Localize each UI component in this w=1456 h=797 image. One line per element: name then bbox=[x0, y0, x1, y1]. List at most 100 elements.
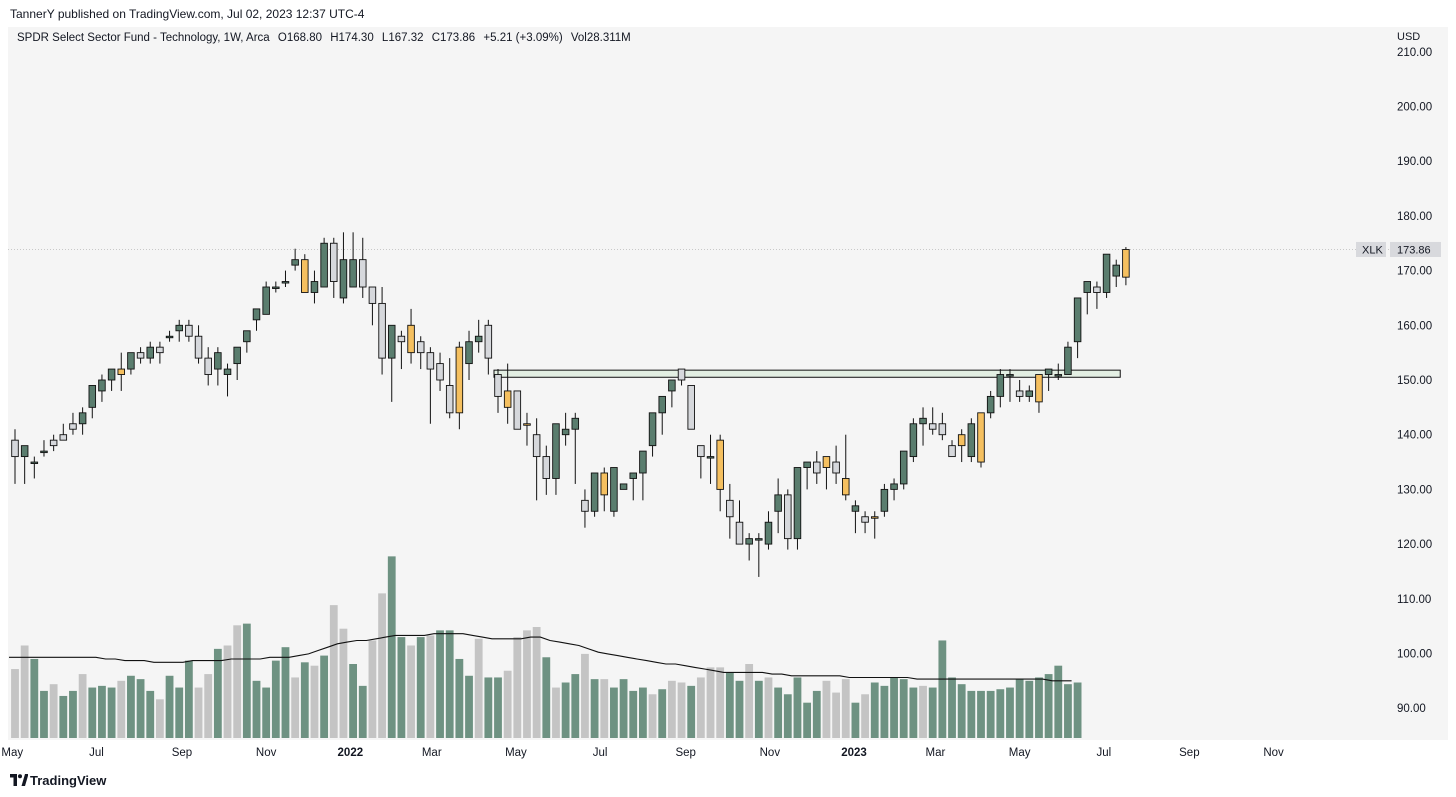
candle-body bbox=[1025, 390, 1034, 397]
volume-bar bbox=[426, 635, 435, 738]
volume-bar bbox=[928, 687, 937, 738]
last-price-text: 173.86 bbox=[1397, 244, 1431, 256]
volume-bar bbox=[745, 664, 754, 738]
candle-body bbox=[899, 450, 908, 485]
chart-pane[interactable] bbox=[8, 27, 1448, 740]
tradingview-brand[interactable]: TradingView bbox=[30, 773, 107, 788]
candle bbox=[513, 390, 522, 430]
volume-bar bbox=[629, 690, 638, 738]
volume-bar bbox=[523, 630, 531, 738]
candle bbox=[146, 341, 154, 364]
time-tick-label: May bbox=[1, 747, 23, 759]
volume-bar bbox=[957, 684, 966, 738]
volume-bar bbox=[436, 630, 444, 738]
volume-bar bbox=[310, 665, 319, 738]
candle bbox=[861, 511, 869, 534]
tradingview-logo-icon[interactable] bbox=[10, 774, 28, 786]
volume-bar bbox=[368, 640, 377, 738]
candle bbox=[610, 467, 618, 517]
candle bbox=[455, 341, 464, 430]
candle bbox=[320, 237, 328, 288]
candle-body bbox=[156, 346, 164, 354]
volume-bar bbox=[977, 690, 985, 738]
candle-body bbox=[69, 423, 77, 430]
candle bbox=[1054, 363, 1063, 380]
price-axis[interactable]: 90.00 100.00 110.00 120.00 130.00 140.00 150.0… bbox=[1397, 47, 1432, 715]
candle-body bbox=[745, 538, 753, 545]
volume-bar bbox=[252, 680, 261, 738]
time-tick-label: 2023 bbox=[841, 747, 867, 759]
volume-bar bbox=[716, 667, 725, 738]
candle-body bbox=[1015, 390, 1024, 397]
candle-body bbox=[1112, 264, 1120, 277]
currency-label[interactable]: USD bbox=[1397, 31, 1421, 43]
candle-body bbox=[1035, 374, 1043, 403]
volume-bar bbox=[503, 670, 512, 738]
candle bbox=[407, 308, 415, 364]
volume-bar bbox=[136, 679, 145, 738]
volume-bar bbox=[899, 679, 908, 738]
price-tick-label: 90.00 bbox=[1397, 703, 1426, 715]
volume-bar bbox=[783, 694, 792, 738]
time-tick-label: Nov bbox=[1263, 747, 1284, 759]
candle-body bbox=[552, 423, 560, 479]
volume-bar bbox=[320, 655, 329, 738]
candle bbox=[793, 467, 802, 550]
volume-bar bbox=[242, 623, 251, 738]
candle-body bbox=[697, 445, 705, 458]
candle bbox=[88, 385, 97, 419]
candle bbox=[49, 434, 58, 452]
candle-body bbox=[677, 368, 686, 381]
candle bbox=[165, 330, 174, 342]
time-tick-label: Mar bbox=[926, 747, 946, 759]
time-tick-label: Nov bbox=[760, 747, 781, 759]
volume-bar bbox=[948, 677, 956, 738]
candle-body bbox=[513, 390, 522, 430]
candle bbox=[194, 325, 203, 364]
candle bbox=[223, 363, 232, 397]
candle bbox=[899, 450, 908, 490]
volume-bar bbox=[832, 692, 840, 738]
time-axis[interactable]: May Jul Sep Nov 2022 Mar May Jul Sep Nov 2023 Mar Ma… bbox=[1, 747, 1284, 759]
candle bbox=[445, 358, 454, 419]
candle bbox=[532, 418, 541, 501]
candle-body bbox=[735, 521, 744, 545]
symbol-name[interactable]: SPDR Select Sector Fund - Technology, 1W… bbox=[17, 32, 270, 44]
candle-body bbox=[262, 286, 270, 315]
candle-body bbox=[387, 324, 396, 359]
volume-bar bbox=[175, 687, 184, 738]
candle bbox=[330, 237, 338, 298]
volume-bar bbox=[725, 672, 734, 738]
candle bbox=[542, 445, 551, 495]
time-tick-label: May bbox=[1009, 747, 1031, 759]
volume-bar bbox=[1073, 682, 1082, 738]
time-tick-label: Sep bbox=[1179, 747, 1199, 759]
candle bbox=[349, 232, 357, 288]
volume-bar bbox=[30, 658, 39, 738]
candle bbox=[706, 434, 715, 484]
candle bbox=[233, 346, 241, 380]
volume-bar bbox=[78, 674, 87, 738]
price-tick-label: 100.00 bbox=[1397, 649, 1432, 661]
volume-bar bbox=[986, 690, 995, 738]
volume-bar bbox=[291, 677, 300, 738]
volume-bar bbox=[803, 702, 812, 738]
volume-bar bbox=[841, 679, 850, 738]
candle-body bbox=[465, 341, 473, 365]
candle-body bbox=[301, 259, 309, 293]
volume-bar bbox=[706, 667, 715, 738]
candle bbox=[107, 368, 116, 391]
volume-bar bbox=[561, 682, 570, 738]
candle-body bbox=[165, 335, 174, 339]
candle bbox=[1064, 341, 1072, 375]
candle bbox=[1083, 281, 1092, 315]
candle-body bbox=[20, 445, 29, 458]
candle bbox=[996, 369, 1005, 408]
candle bbox=[339, 232, 348, 304]
volume-bar bbox=[329, 605, 338, 738]
volume-bar bbox=[919, 685, 927, 738]
candle-body bbox=[726, 499, 734, 518]
candle-body bbox=[1093, 286, 1101, 293]
volume-bar bbox=[20, 645, 29, 738]
